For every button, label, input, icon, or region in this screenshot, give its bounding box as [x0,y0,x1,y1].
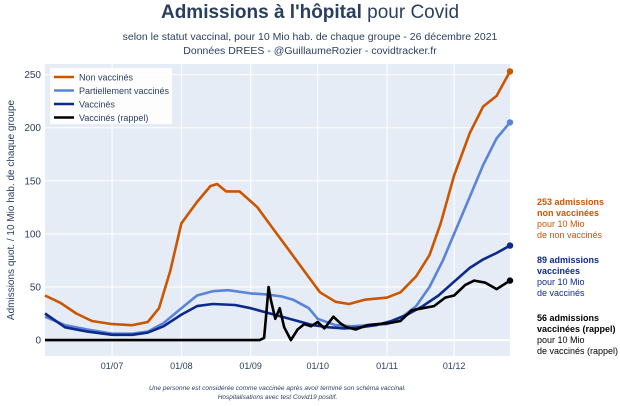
annotation-line: pour 10 Mio [537,219,585,229]
x-tick-label: 01/11 [376,361,398,371]
annotation-vaccines-rappel: 56 admissions vaccinées (rappel) pour 10 M… [537,313,618,357]
x-tick-label: 01/12 [443,361,466,371]
y-tick-label: 0 [35,336,41,347]
series-end-point-3 [506,277,514,284]
annotation-line: pour 10 Mio [537,335,585,345]
series-line-3 [45,279,511,342]
annotation-bold-line: non vaccinées [537,208,600,218]
x-tick-label: 01/09 [239,361,262,371]
footnote-1: Une personne est considérée comme vaccin… [149,385,406,392]
y-tick-label: 250 [24,70,41,81]
annotation-line: de vaccinés [537,288,585,298]
legend-label: Partiellement vaccinés [79,86,170,96]
series-end-point-0 [506,68,514,75]
chart-title: Admissions à l'hôpital pour Covid [160,2,460,23]
legend-label: Non vaccinés [79,73,134,83]
annotation-bold-line: 56 admissions [537,313,600,323]
annotation-bold-line: vaccinées [537,266,581,276]
footnote-2: Hospitalisations avec test Covid19 posit… [217,394,338,401]
subtitle-line-1: selon le statut vaccinal, pour 10 Mio ha… [122,31,498,43]
y-tick-label: 150 [24,176,41,187]
series-end-point-2 [506,242,514,249]
x-tick-label: 01/08 [170,361,193,371]
annotation-bold-line: vaccinées (rappel) [537,324,616,334]
series-line-2 [44,244,511,337]
annotation-line: de non vaccinés [537,230,603,240]
legend-label: Vaccinés (rappel) [79,113,148,123]
subtitle-line-2: Données DREES - @GuillaumeRozier - covid… [183,45,437,57]
annotation-vaccines: 89 admissions vaccinées pour 10 Mio de vacc… [537,255,599,299]
x-tick-label: 01/07 [101,361,124,371]
annotation-line: pour 10 Mio [537,277,585,287]
series-line-0 [44,70,512,327]
x-tick-label: 01/10 [306,361,329,371]
annotation-bold-line: 89 admissions [537,255,600,265]
annotation-line: de vaccinés (rappel) [537,346,619,356]
legend: Non vaccinés Partiellement vaccinés Vaccin… [50,68,172,124]
y-tick-label: 100 [24,229,41,240]
y-axis-label: Admissions quot. / 10 Mio hab. de chaque… [6,99,17,320]
annotation-non-vaccines: 253 admissions non vaccinées pour 10 Mio de… [537,197,604,241]
y-tick-label: 50 [30,282,42,293]
legend-label: Vaccinés [79,100,115,110]
annotation-bold-line: 253 admissions [537,197,605,207]
series-end-point-1 [506,119,514,126]
y-tick-label: 200 [24,123,41,134]
